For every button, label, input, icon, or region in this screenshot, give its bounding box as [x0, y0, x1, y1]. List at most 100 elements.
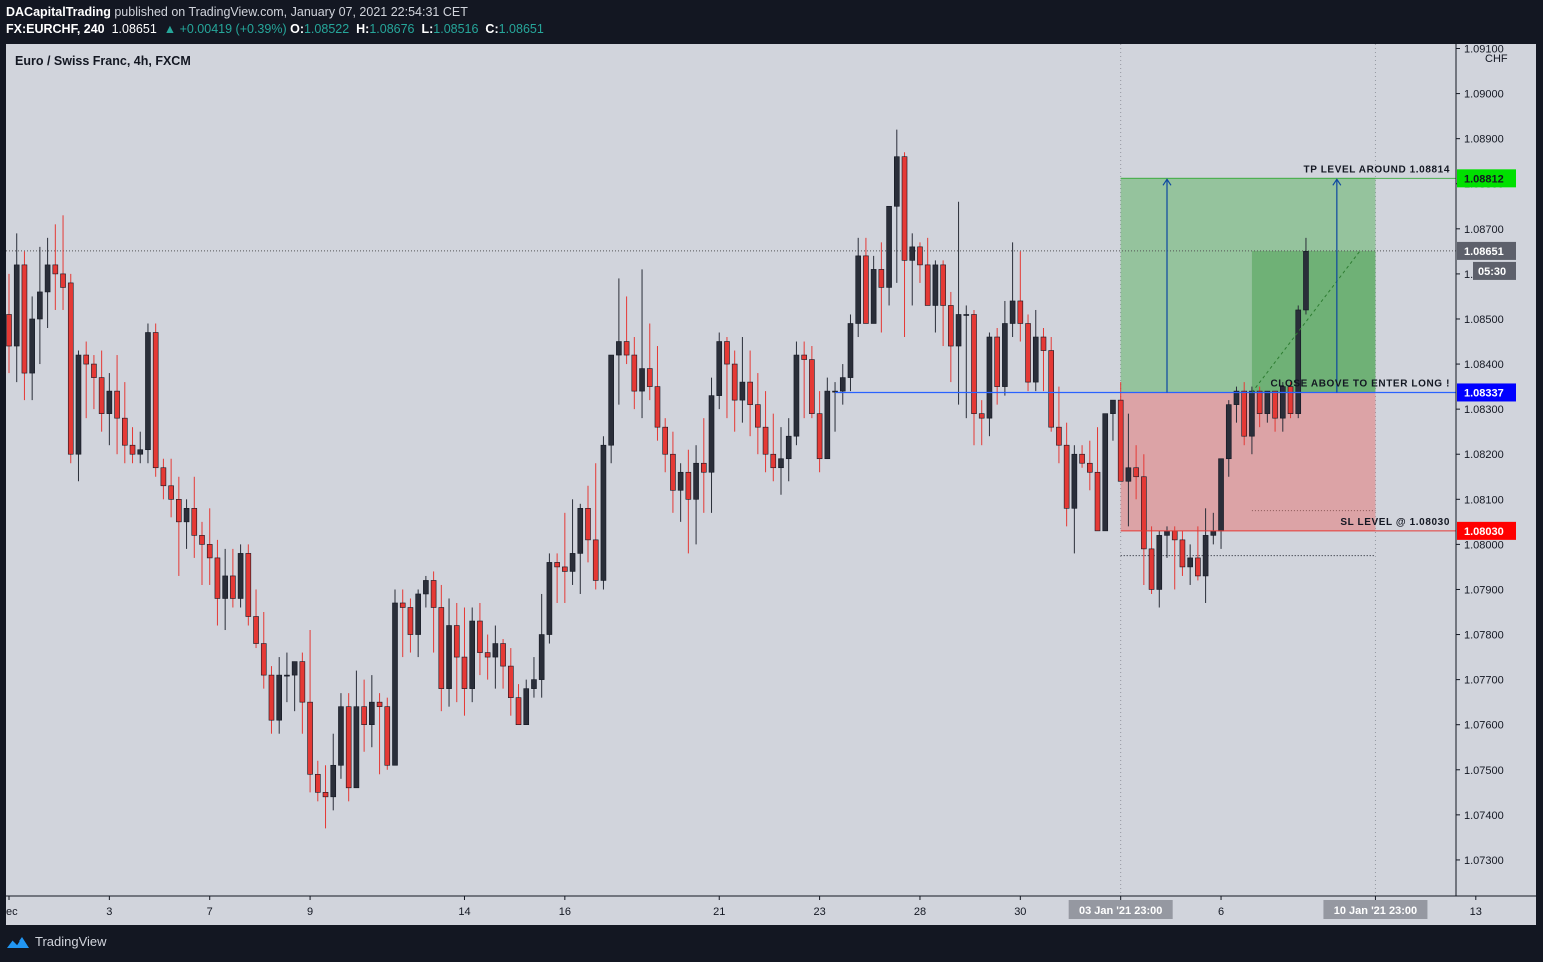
candle-body	[1048, 350, 1054, 428]
candle	[29, 296, 35, 401]
candle	[44, 237, 51, 328]
candle	[1056, 386, 1062, 464]
candle-body	[940, 264, 946, 306]
symbol-quote-line: FX:EURCHF, 240 1.08651 ▲ +0.00419 (+0.39…	[6, 22, 544, 36]
publish-header: DACapitalTrading published on TradingVie…	[0, 0, 1543, 44]
candle-body	[191, 508, 198, 536]
candle	[1110, 399, 1116, 441]
candle	[268, 666, 275, 734]
tp-price-tag-bg	[1457, 169, 1516, 188]
candle-body	[700, 462, 707, 473]
candle	[809, 346, 815, 419]
candle	[392, 589, 398, 766]
candle-body	[569, 553, 576, 572]
candle-body	[809, 359, 815, 414]
open-label: O:	[290, 22, 304, 36]
candle	[145, 323, 151, 464]
target-zone	[1120, 178, 1376, 393]
open-profit-zone	[1251, 250, 1376, 393]
candle	[677, 463, 684, 522]
candle	[1280, 382, 1286, 432]
price-tick-label: 1.07500	[1464, 765, 1504, 777]
candle-body	[345, 706, 352, 789]
candle	[832, 382, 838, 432]
price-tick-label: 1.09000	[1464, 89, 1504, 101]
candle-body	[1032, 336, 1039, 383]
candle-body	[870, 269, 877, 324]
entry-price-tag: 1.08337	[1464, 387, 1504, 399]
target-arrow-head	[1332, 178, 1342, 186]
candle	[785, 418, 792, 482]
candle-body	[145, 332, 151, 451]
price-axis-bg	[1456, 44, 1536, 925]
candle	[531, 657, 537, 698]
candle-body	[1233, 390, 1240, 405]
close-label: C:	[485, 22, 499, 36]
candle	[670, 431, 676, 513]
time-tick-label: 30	[1014, 906, 1026, 918]
chart-area[interactable]: TP LEVEL AROUND 1.08814 CLOSE ABOVE TO EN…	[6, 44, 1536, 925]
candle	[1256, 386, 1263, 428]
candle-body	[1187, 557, 1193, 568]
candle-body	[1040, 336, 1047, 351]
candle-body	[206, 544, 213, 559]
candle	[67, 273, 74, 464]
candle-body	[909, 246, 916, 261]
candle-body	[762, 426, 769, 455]
candle-body	[1133, 467, 1139, 478]
candle	[1079, 445, 1085, 468]
candle	[592, 463, 599, 590]
candle	[909, 233, 916, 306]
time-tick-label: 23	[813, 906, 825, 918]
candle-body	[693, 462, 699, 500]
candle	[291, 661, 298, 712]
candle-body	[152, 332, 159, 469]
candle	[932, 260, 939, 333]
candle	[1071, 445, 1078, 554]
candle-body	[52, 264, 59, 275]
candle-body	[1241, 390, 1247, 437]
candle	[37, 246, 43, 365]
candle-body	[284, 674, 290, 677]
candle-body	[592, 539, 599, 581]
candle-body	[855, 255, 862, 324]
tp-price-tag: 1.08812	[1464, 173, 1504, 185]
candle-body	[1287, 386, 1294, 414]
candle	[855, 237, 862, 338]
price-chart[interactable]: TP LEVEL AROUND 1.08814 CLOSE ABOVE TO EN…	[6, 44, 1536, 925]
candle	[1187, 544, 1193, 585]
candle-body	[1225, 404, 1232, 460]
candle-body	[785, 435, 792, 460]
candle	[407, 598, 414, 653]
candle	[430, 571, 437, 653]
candle-body	[122, 417, 128, 446]
candle	[1156, 530, 1163, 608]
candle	[1171, 526, 1178, 590]
candle	[52, 224, 59, 310]
candle-body	[863, 255, 869, 324]
candle	[538, 593, 545, 698]
candle-body	[369, 701, 375, 725]
candle	[260, 612, 267, 689]
candle	[106, 373, 113, 446]
symbol-ticker: FX:EURCHF, 240	[6, 22, 105, 36]
author-name[interactable]: DACapitalTrading	[6, 5, 111, 19]
candle	[971, 309, 977, 446]
candle-body	[778, 458, 784, 469]
candle	[199, 521, 205, 585]
candle	[1195, 526, 1201, 581]
candle	[731, 350, 738, 432]
candle-body	[1025, 323, 1031, 383]
candle	[453, 602, 460, 703]
candle	[152, 323, 159, 477]
candle-body	[1171, 530, 1178, 541]
candle-body	[75, 354, 82, 455]
candle	[801, 341, 807, 419]
candle	[1141, 454, 1147, 585]
candle-body	[91, 363, 97, 378]
tradingview-brand[interactable]: TradingView	[6, 934, 107, 949]
candle-body	[893, 156, 900, 207]
candle	[631, 337, 638, 410]
candle	[191, 476, 198, 558]
candle-body	[438, 607, 445, 689]
